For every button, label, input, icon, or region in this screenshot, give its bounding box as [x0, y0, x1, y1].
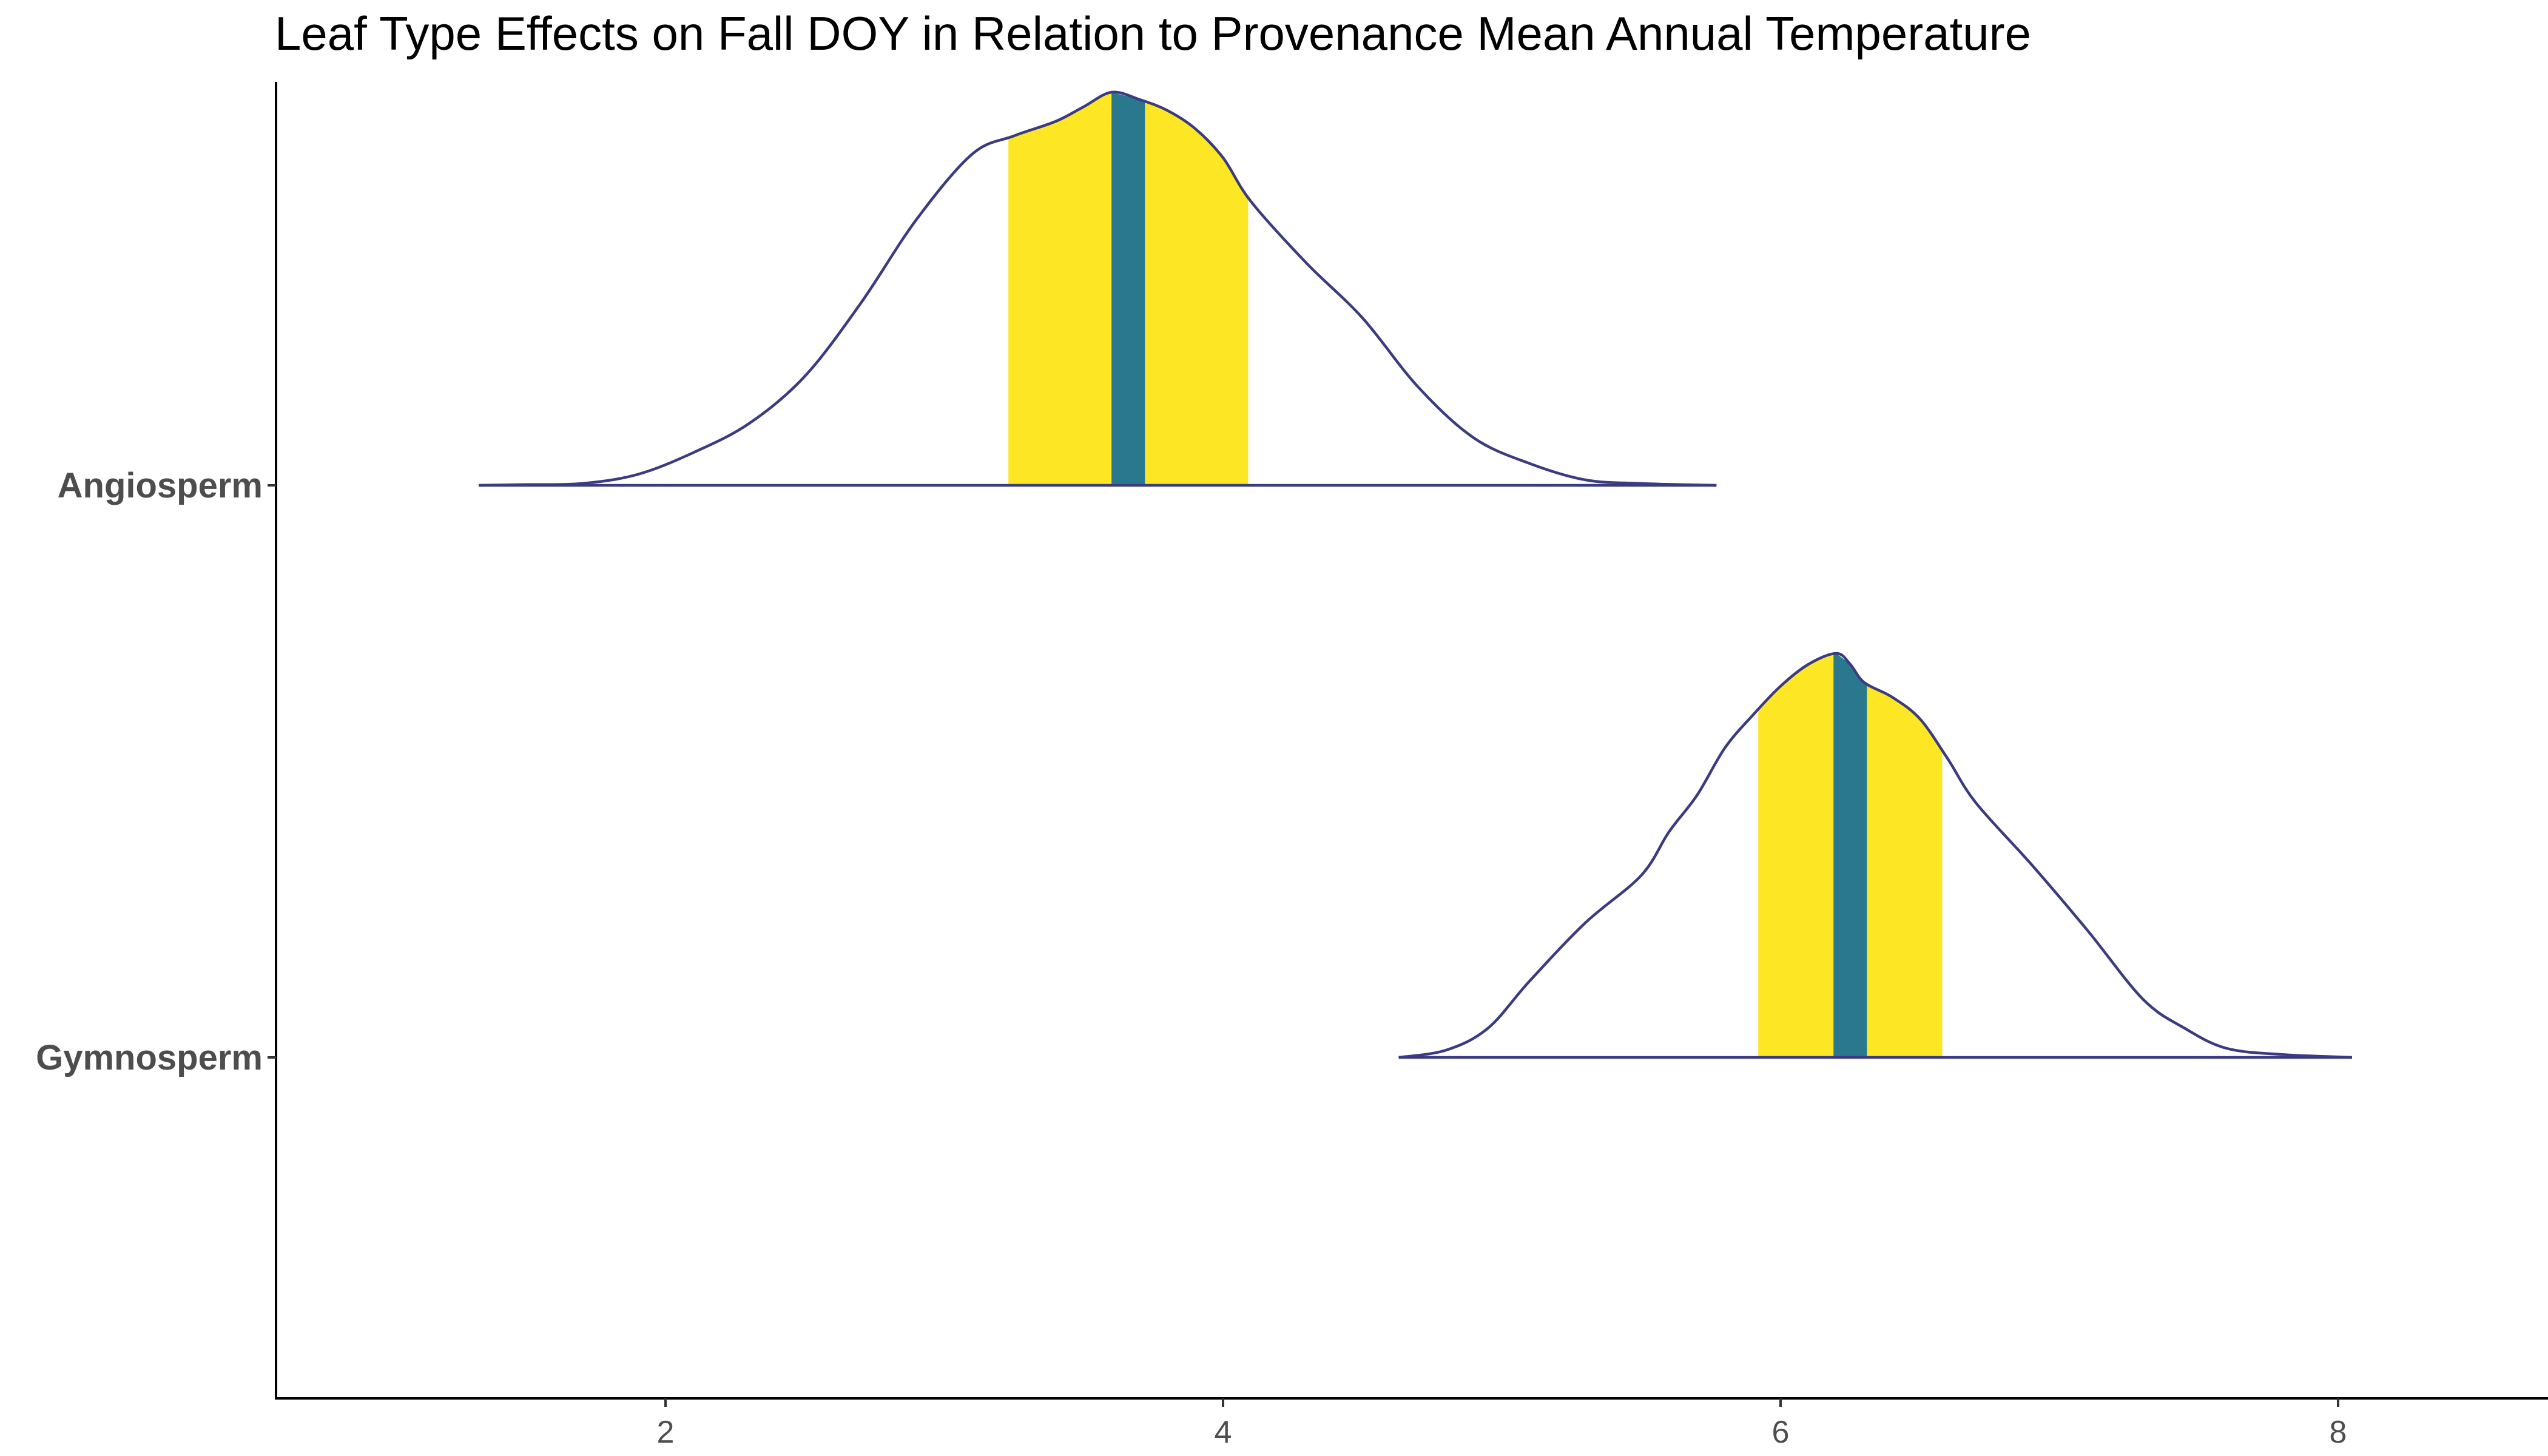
- y-tick-label-gymnosperm: Gymnosperm: [36, 1038, 263, 1077]
- x-tick-label-8: 8: [2330, 1415, 2347, 1450]
- density-curve-angiosperm: [479, 90, 1717, 487]
- ridge-gymnosperm: [1398, 652, 2353, 1059]
- density-curve-gymnosperm: [1398, 652, 2353, 1059]
- x-axis-ticks: 2 4 6 8: [657, 1398, 2347, 1450]
- x-tick-label-2: 2: [657, 1415, 675, 1450]
- chart-title: Leaf Type Effects on Fall DOY in Relatio…: [275, 7, 2031, 60]
- median-band-angiosperm: [1111, 92, 1145, 485]
- y-axis-ticks: Angiosperm Gymnosperm: [36, 466, 276, 1077]
- ridge-angiosperm: [479, 90, 1717, 487]
- y-tick-label-angiosperm: Angiosperm: [58, 466, 263, 505]
- x-tick-label-6: 6: [1772, 1415, 1790, 1450]
- x-tick-label-4: 4: [1215, 1415, 1232, 1450]
- median-band-gymnosperm: [1833, 653, 1867, 1057]
- ridges-layer: [479, 90, 2353, 1059]
